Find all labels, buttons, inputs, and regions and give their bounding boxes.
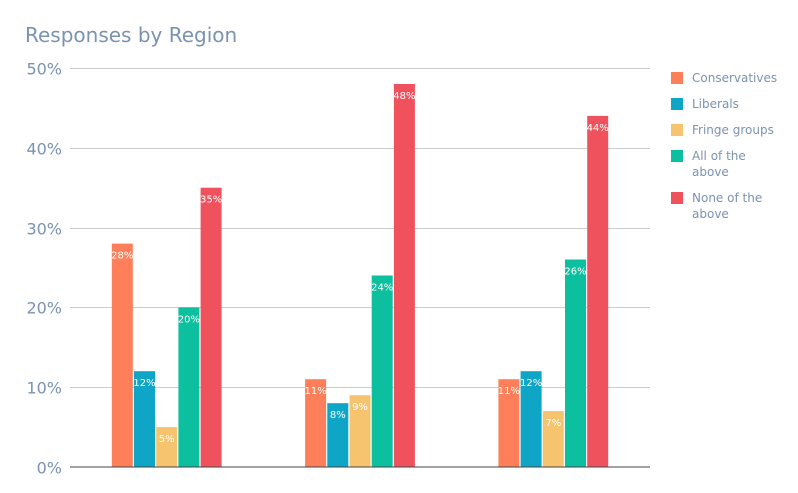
legend-item-conservatives[interactable]: Conservatives: [671, 70, 782, 86]
bar[interactable]: [327, 403, 349, 467]
bar[interactable]: [565, 259, 586, 468]
y-tick-label: 40%: [26, 140, 62, 159]
y-tick-label: 10%: [26, 379, 62, 398]
y-tick-label: 0%: [37, 459, 62, 478]
bar[interactable]: [349, 395, 371, 467]
data-label: 28%: [111, 251, 133, 262]
bar[interactable]: [200, 187, 222, 467]
bar[interactable]: [393, 84, 415, 467]
legend-label-conservatives: Conservatives: [692, 71, 778, 85]
legend-item-fringe-groups[interactable]: Fringe groups: [671, 122, 782, 138]
bar[interactable]: [178, 307, 200, 467]
legend-label-all-of-the-above: All of the above: [692, 149, 746, 179]
bar[interactable]: [305, 379, 327, 467]
bar[interactable]: [156, 427, 178, 467]
bar[interactable]: [542, 411, 564, 467]
legend-swatch-fringe-groups: [671, 124, 683, 136]
data-label: 5%: [159, 434, 175, 445]
legend-label-liberals: Liberals: [692, 97, 739, 111]
legend-swatch-none-of-the-above: [671, 192, 683, 204]
data-label: 12%: [133, 378, 155, 389]
chart-title: Responses by Region: [25, 23, 238, 47]
bar[interactable]: [134, 371, 155, 467]
data-label: 9%: [352, 402, 368, 413]
y-tick-label: 20%: [26, 299, 62, 318]
data-label: 12%: [520, 378, 542, 389]
data-label: 20%: [178, 314, 200, 325]
data-label: 26%: [564, 267, 586, 278]
legend-item-none-of-the-above[interactable]: None of the above: [671, 190, 782, 222]
data-label: 44%: [587, 123, 609, 134]
legend-label-none-of-the-above: None of the above: [692, 191, 763, 221]
data-label: 11%: [498, 386, 520, 397]
data-label: 8%: [330, 410, 346, 421]
legend-label-fringe-groups: Fringe groups: [692, 123, 774, 137]
data-label: 35%: [200, 195, 222, 206]
legend-item-all-of-the-above[interactable]: All of the above: [671, 148, 782, 180]
data-label: 11%: [304, 386, 326, 397]
y-tick-label: 50%: [26, 60, 62, 79]
legend-item-liberals[interactable]: Liberals: [671, 96, 782, 112]
bar[interactable]: [111, 243, 133, 467]
data-label: 48%: [393, 91, 415, 102]
data-label: 7%: [545, 418, 561, 429]
bar[interactable]: [498, 379, 520, 467]
bars: [111, 84, 609, 468]
y-tick-label: 30%: [26, 220, 62, 239]
bar[interactable]: [587, 115, 609, 468]
bar[interactable]: [371, 275, 393, 468]
data-label: 24%: [371, 283, 393, 294]
data-labels: 28%12%5%20%35%11%8%9%24%48%11%12%7%26%44…: [111, 91, 609, 445]
gridlines: [70, 68, 650, 388]
bar[interactable]: [520, 371, 542, 467]
legend-swatch-all-of-the-above: [671, 150, 683, 162]
legend-swatch-conservatives: [671, 72, 683, 84]
y-axis-ticks: 0% 10% 20% 30% 40% 50%: [26, 60, 62, 478]
legend-swatch-liberals: [671, 98, 683, 110]
